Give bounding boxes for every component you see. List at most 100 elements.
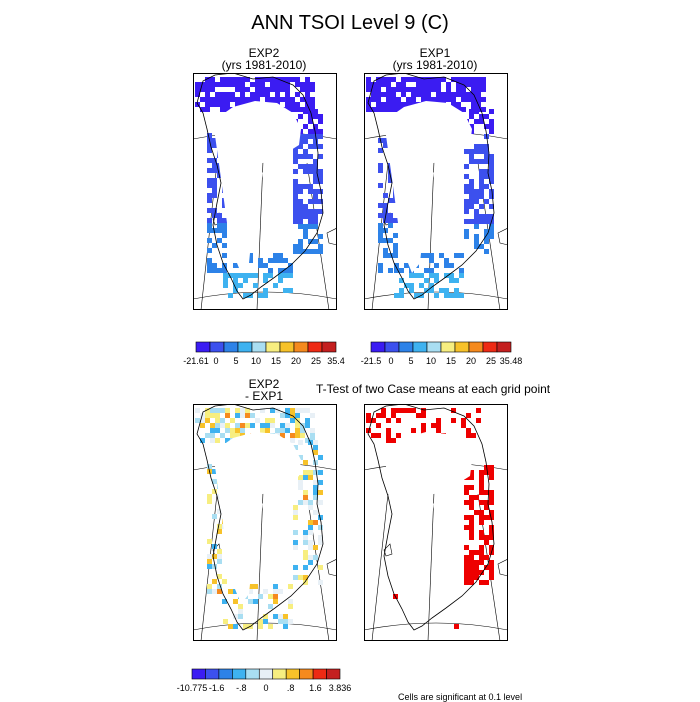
grid-cell <box>205 418 210 423</box>
grid-cell <box>222 253 227 258</box>
grid-cell <box>225 97 230 102</box>
grid-cell <box>474 219 479 224</box>
grid-cell <box>484 124 489 129</box>
grid-cell <box>406 102 411 107</box>
grid-cell <box>401 77 406 82</box>
grid-cell <box>444 288 449 293</box>
grid-cell <box>278 278 283 283</box>
grid-cell <box>207 564 212 569</box>
grid-cell <box>401 408 406 413</box>
grid-cell <box>285 107 290 112</box>
grid-cell <box>235 102 240 107</box>
grid-cell <box>310 413 315 418</box>
grid-cell <box>469 515 474 520</box>
grid-cell <box>258 624 263 629</box>
grid-cell <box>230 77 235 82</box>
grid-cell <box>366 82 371 87</box>
grid-cell <box>288 599 293 604</box>
grid-cells <box>195 408 323 629</box>
grid-cell <box>376 92 381 97</box>
grid-cell <box>318 134 323 139</box>
grid-cell <box>388 218 393 223</box>
grid-cell <box>464 189 469 194</box>
grid-cell <box>411 77 416 82</box>
colorbar-tick-label: 10 <box>251 356 261 366</box>
grid-cell <box>436 423 441 428</box>
grid-cell <box>222 228 227 233</box>
grid-cell <box>313 169 318 174</box>
grid-cell <box>466 433 471 438</box>
grid-cell <box>217 268 222 273</box>
grid-cell <box>383 253 388 258</box>
colorbar-tick-label: 1.6 <box>309 683 322 693</box>
grid-cell <box>481 97 486 102</box>
grid-cell <box>484 580 489 585</box>
grid-cell <box>436 77 441 82</box>
grid-cell <box>205 87 210 92</box>
grid-cell <box>313 214 318 219</box>
grid-cell <box>429 283 434 288</box>
grid-cell <box>381 92 386 97</box>
grid-cell <box>376 423 381 428</box>
grid-cell <box>371 82 376 87</box>
grid-cell <box>469 109 474 114</box>
grid-cell <box>207 168 212 173</box>
grid-cell <box>464 174 469 179</box>
diff-map <box>193 404 337 641</box>
grid-cell <box>235 87 240 92</box>
colorbar-swatch <box>321 341 337 353</box>
grid-cell <box>303 169 308 174</box>
grid-cell <box>300 87 305 92</box>
grid-cell <box>255 82 260 87</box>
grid-cell <box>270 423 275 428</box>
grid-cell <box>479 545 484 550</box>
grid-cell <box>318 199 323 204</box>
grid-cell <box>225 102 230 107</box>
colorbar-swatch <box>440 341 456 353</box>
grid-cell <box>305 423 310 428</box>
grid-cell <box>446 97 451 102</box>
grid-cell <box>489 109 494 114</box>
grid-cell <box>411 92 416 97</box>
grid-cell <box>298 144 303 149</box>
grid-cell <box>308 144 313 149</box>
island-east <box>497 227 508 246</box>
grid-cell <box>217 554 222 559</box>
grid-cell <box>429 288 434 293</box>
grid-cell <box>300 408 305 413</box>
grid-cell <box>293 204 298 209</box>
grid-cell <box>489 129 494 134</box>
grid-cell <box>318 169 323 174</box>
grid-cell <box>303 500 308 505</box>
grid-cell <box>381 102 386 107</box>
grid-cell <box>313 159 318 164</box>
grid-cell <box>399 288 404 293</box>
grid-cell <box>195 87 200 92</box>
grid-cell <box>283 288 288 293</box>
colorbar-swatch <box>191 668 206 680</box>
grid-cell <box>298 239 303 244</box>
grid-cell <box>223 278 228 283</box>
coastline <box>196 73 324 300</box>
grid-cell <box>479 144 484 149</box>
grid-cell <box>238 609 243 614</box>
grid-cell <box>456 82 461 87</box>
grid-cell <box>308 154 313 159</box>
grid-cell <box>295 102 300 107</box>
grid-cell <box>394 268 399 273</box>
grid-cell <box>484 234 489 239</box>
grid-cell <box>212 193 217 198</box>
grid-cell <box>285 102 290 107</box>
grid-cell <box>484 239 489 244</box>
grid-cell <box>313 114 318 119</box>
grid-cell <box>273 589 278 594</box>
grid-cell <box>434 273 439 278</box>
grid-cell <box>426 92 431 97</box>
grid-cell <box>303 224 308 229</box>
grid-cell <box>391 102 396 107</box>
grid-cell <box>293 505 298 510</box>
grid-cell <box>419 253 424 258</box>
grid-cell <box>215 423 220 428</box>
grid-cell <box>454 293 459 298</box>
grid-cell <box>479 159 484 164</box>
